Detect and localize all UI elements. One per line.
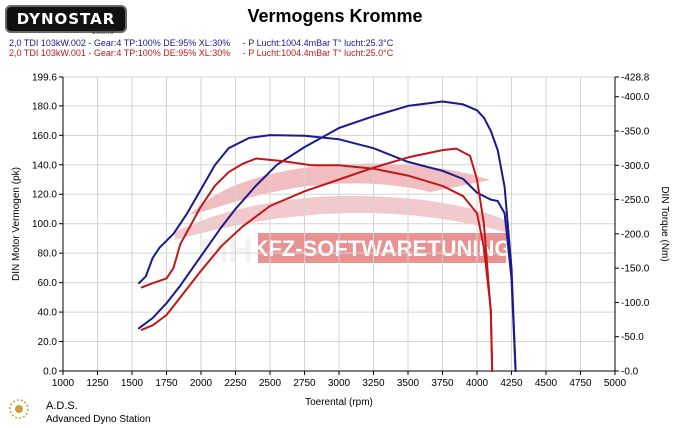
y-tick-label: 20.0: [38, 337, 58, 348]
logo-text: DYNOSTAR: [16, 10, 116, 28]
ads-name: A.D.S.: [46, 400, 78, 412]
x-tick-label: 1500: [121, 378, 144, 389]
y-tick-label: 199.6: [32, 73, 57, 84]
x-tick-label: 2000: [190, 378, 213, 389]
y2-tick-label: -400.0: [621, 92, 650, 103]
y2-axis-title: DIN Torque (Nm): [659, 186, 670, 261]
y-tick-label: 160.0: [32, 131, 57, 142]
x-tick-label: 4500: [535, 378, 558, 389]
run-label-001: 2,0 TDI 103kW.001 - Gear:4 TP:100% DE:95…: [9, 48, 394, 58]
x-tick-label: 1750: [155, 378, 178, 389]
dynostar-logo: DYNOSTAR: [5, 5, 127, 33]
watermark-text: KFZ-SOFTWARETUNING: [252, 236, 511, 261]
watermark-banner: [258, 233, 506, 263]
y-tick-label: 100.0: [32, 219, 57, 230]
x-tick-label: 3000: [328, 378, 351, 389]
y-tick-label: 80.0: [38, 249, 58, 260]
x-tick-label: 3750: [431, 378, 454, 389]
x-tick-label: 2250: [224, 378, 247, 389]
x-tick-label: 4000: [466, 378, 489, 389]
y2-tick-label: -50.0: [621, 332, 644, 343]
x-tick-label: 2750: [293, 378, 316, 389]
chart-title: Vermogens Kromme: [247, 6, 423, 26]
y2-tick-label: -150.0: [621, 264, 650, 275]
series-line-0: [137, 100, 517, 372]
y2-tick-label: -0.0: [621, 367, 639, 378]
watermark-car-body: [175, 195, 505, 240]
y2-tick-label: -250.0: [621, 195, 650, 206]
series-line-3: [140, 157, 494, 372]
series-line-2: [140, 147, 494, 372]
ads-subtitle: Advanced Dyno Station: [46, 414, 151, 425]
y-axis-title: DIN Motor Vermogen (pk): [11, 167, 22, 281]
y-tick-label: 60.0: [38, 278, 58, 289]
x-tick-label: 4750: [569, 378, 592, 389]
y-tick-label: 140.0: [32, 160, 57, 171]
x-axis-title: Toerental (rpm): [305, 397, 373, 408]
watermark-initials: MH: [200, 232, 253, 270]
y-tick-label: 180.0: [32, 101, 57, 112]
ads-logo-icon: [9, 399, 29, 419]
y2-tick-label: -350.0: [621, 127, 650, 138]
series-line-1: [137, 134, 517, 372]
x-tick-label: 1000: [52, 378, 75, 389]
x-tick-label: 1250: [86, 378, 109, 389]
y2-tick-label: -428.8: [621, 73, 650, 84]
x-tick-label: 3250: [362, 378, 385, 389]
y-tick-label: 0.0: [43, 367, 57, 378]
y-tick-label: 40.0: [38, 308, 58, 319]
watermark-group: MH KFZ-SOFTWARETUNING: [175, 163, 512, 270]
run-label-002: 2,0 TDI 103kW.002 - Gear:4 TP:100% DE:95…: [9, 38, 394, 48]
x-tick-label: 3500: [397, 378, 420, 389]
y2-tick-label: -300.0: [621, 161, 650, 172]
logo-version: 1.0.0.73: [92, 30, 114, 36]
y-tick-label: 120.0: [32, 190, 57, 201]
y2-tick-label: -100.0: [621, 298, 650, 309]
y2-tick-label: -200.0: [621, 229, 650, 240]
x-tick-label: 5000: [604, 378, 627, 389]
x-tick-label: 2500: [259, 378, 282, 389]
x-tick-label: 4250: [500, 378, 523, 389]
